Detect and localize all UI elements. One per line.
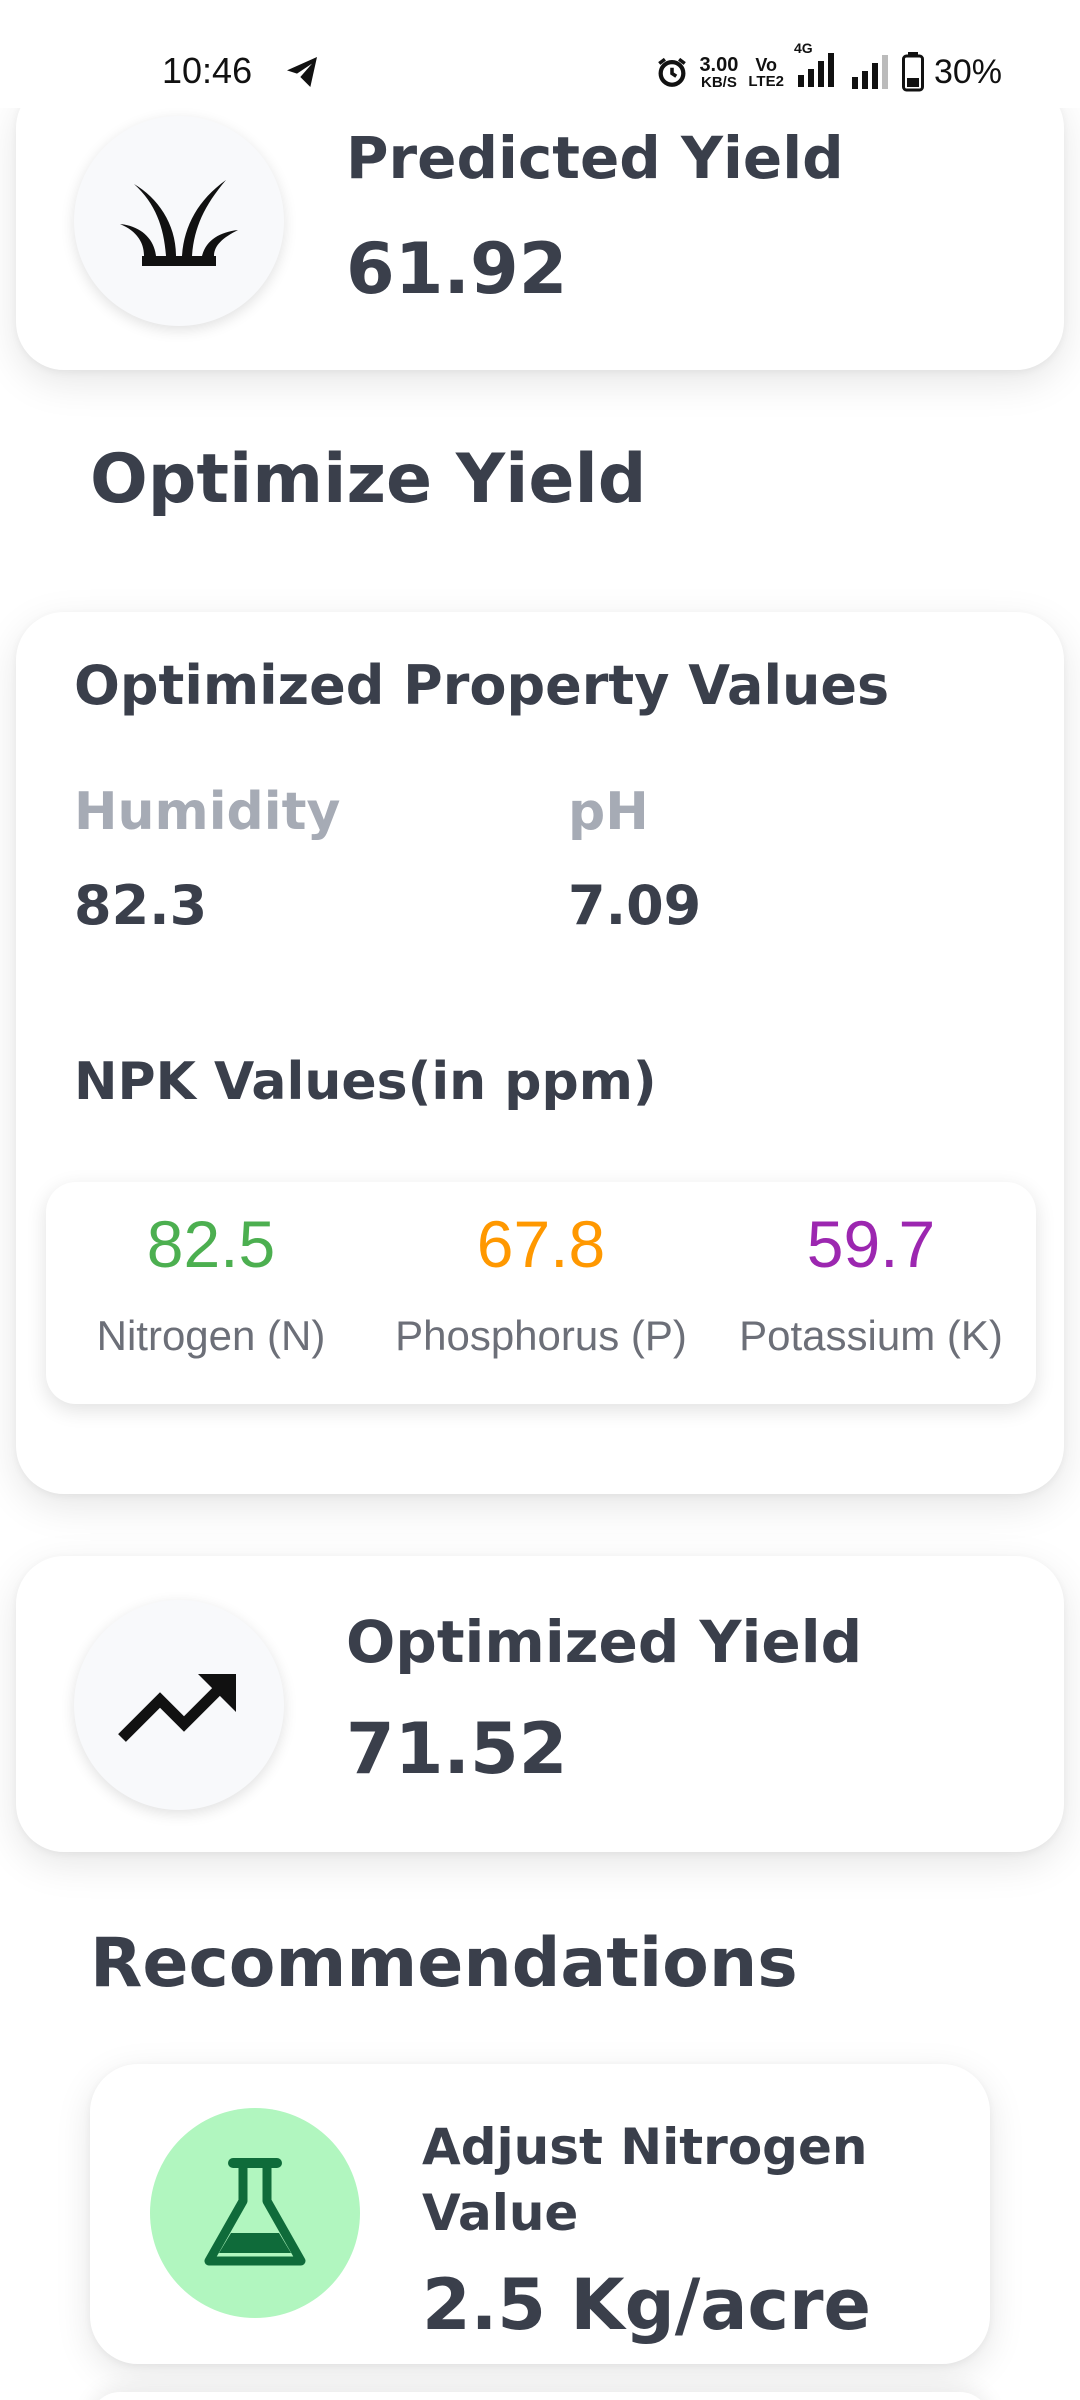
potassium-label: Potassium (K) xyxy=(739,1312,1003,1359)
predicted-yield-card: Predicted Yield 61.92 xyxy=(16,80,1064,370)
volte-indicator: Vo LTE2 xyxy=(748,54,784,90)
trending-up-icon xyxy=(118,1674,236,1742)
signal-icon xyxy=(797,53,834,87)
battery-icon xyxy=(901,52,924,92)
recommendation-value: 2.5 Kg/acre xyxy=(422,2264,872,2346)
recommendation-title: Adjust Nitrogen Value xyxy=(422,2118,868,2242)
npk-phosphorus: 67.8 Phosphorus (P) xyxy=(376,1182,706,1404)
humidity-value: 82.3 xyxy=(74,874,208,937)
signal-4g: 4G xyxy=(794,41,838,91)
predicted-yield-value: 61.92 xyxy=(346,228,568,310)
predicted-yield-title: Predicted Yield xyxy=(346,124,844,192)
recommendations-heading: Recommendations xyxy=(90,1924,798,2003)
optimized-yield-value: 71.52 xyxy=(346,1708,568,1790)
telegram-icon xyxy=(287,57,317,87)
npk-heading: NPK Values(in ppm) xyxy=(74,1052,657,1112)
optimized-properties-title: Optimized Property Values xyxy=(74,654,890,717)
nitrogen-value: 82.5 xyxy=(146,1207,276,1281)
humidity-label: Humidity xyxy=(74,782,341,842)
status-time: 10:46 xyxy=(162,50,253,91)
signal-icon-2 xyxy=(851,55,888,89)
optimized-yield-card: Optimized Yield 71.52 xyxy=(16,1556,1064,1852)
optimized-yield-icon-circle xyxy=(74,1600,284,1810)
optimize-yield-heading: Optimize Yield xyxy=(90,440,647,519)
ph-label: pH xyxy=(568,782,649,842)
potassium-value: 59.7 xyxy=(806,1207,936,1281)
phosphorus-label: Phosphorus (P) xyxy=(395,1312,687,1359)
battery-percent: 30% xyxy=(933,52,1002,91)
npk-potassium: 59.7 Potassium (K) xyxy=(706,1182,1036,1404)
predicted-yield-icon-circle xyxy=(74,116,284,326)
recommendation-card[interactable]: Adjust Nitrogen Value 2.5 Kg/acre xyxy=(90,2064,990,2364)
flask-icon xyxy=(204,2158,306,2266)
phosphorus-value: 67.8 xyxy=(476,1207,606,1281)
alarm-icon xyxy=(658,57,687,87)
nitrogen-label: Nitrogen (N) xyxy=(96,1312,326,1359)
sprout-icon xyxy=(120,180,238,266)
npk-values-box: 82.5 Nitrogen (N) 67.8 Phosphorus (P) 59… xyxy=(46,1182,1036,1404)
npk-nitrogen: 82.5 Nitrogen (N) xyxy=(46,1182,376,1404)
ph-value: 7.09 xyxy=(568,874,702,937)
network-speed: 3.00 KB/S xyxy=(699,53,739,91)
status-icons: 3.00 KB/S Vo LTE2 4G 30% xyxy=(655,41,1002,94)
status-bar: 10:46 3.00 KB/S Vo LTE2 4G xyxy=(0,0,1080,108)
recommendation-icon-circle xyxy=(150,2108,360,2318)
optimized-yield-title: Optimized Yield xyxy=(346,1608,863,1676)
recommendation-card-next[interactable] xyxy=(90,2392,990,2400)
